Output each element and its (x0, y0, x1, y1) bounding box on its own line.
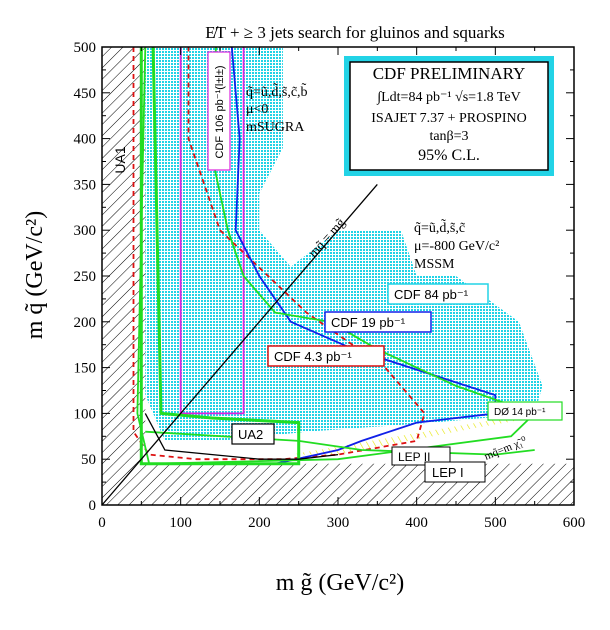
label-msugra-3: mSUGRA (246, 120, 305, 135)
y-tick-label: 200 (74, 315, 97, 331)
label-ua2: UA2 (238, 427, 263, 442)
y-axis-title: m q̃ (GeV/c²) (22, 211, 48, 339)
label-cdf84: CDF 84 pb⁻¹ (394, 287, 469, 302)
y-tick-label: 350 (74, 177, 97, 193)
label-d0-box (487, 401, 563, 421)
y-tick-label: 450 (74, 86, 97, 102)
axes-layer: 0 100 200 300 400 500 600 0 50 100 150 200 250 300 350… (74, 40, 586, 531)
y-tick-label: 250 (74, 269, 97, 285)
x-tick-label: 0 (98, 515, 106, 531)
y-tick-label: 400 (74, 132, 97, 148)
chart-title: E̸T + ≥ 3 jets search for gluinos and sq… (205, 23, 505, 42)
info-box (349, 61, 549, 171)
region-ua1 (102, 47, 146, 505)
label-lep2-box (391, 446, 451, 466)
x-tick-label: 400 (405, 515, 428, 531)
label-d0: DØ 14 pb⁻¹ (494, 407, 546, 418)
label-lep1-box (424, 461, 486, 483)
label-cdf19-box (324, 311, 432, 333)
label-ua1: UA1 (112, 146, 128, 173)
x-tick-label: 200 (248, 515, 271, 531)
series-m-q-m-g (101, 183, 378, 506)
info-box-line-4: 95% C.L. (418, 147, 480, 164)
y-tick-label: 0 (89, 498, 97, 514)
y-tick-label: 150 (74, 361, 97, 377)
label-lep1: LEP I (432, 465, 464, 480)
info-box-line-3: tanβ=3 (429, 129, 468, 144)
x-tick-label: 600 (563, 515, 586, 531)
info-box-title: CDF PRELIMINARY (373, 64, 526, 83)
x-tick-label: 100 (169, 515, 192, 531)
label-mssm-1: q̃=ũ,d̃,s̃,c̃ (414, 219, 465, 236)
y-tick-label: 50 (81, 452, 96, 468)
x-axis-title: m g̃ (GeV/c²) (276, 570, 404, 596)
info-box-line-2: ISAJET 7.37 + PROSPINO (371, 111, 526, 126)
x-tick-label: 500 (484, 515, 507, 531)
label-msugra-2: μ<0 (246, 102, 268, 117)
label-cdf106: CDF 106 pb⁻¹(l±l±) (214, 65, 226, 158)
label-cdf19: CDF 19 pb⁻¹ (331, 315, 406, 330)
label-msugra-1: q̃=ũ,d̃,s̃,c̃,b̃ (246, 83, 308, 100)
label-cdf43-box (267, 345, 385, 367)
label-lep2: LEP II (398, 450, 430, 464)
series-ua2 (139, 46, 301, 466)
x-tick-label: 300 (327, 515, 350, 531)
y-tick-label: 500 (74, 40, 97, 56)
label-mssm-3: MSSM (414, 257, 455, 272)
label-cdf106-box (207, 51, 231, 171)
label-cdf43: CDF 4.3 pb⁻¹ (274, 349, 352, 364)
label-cdf84-box (387, 283, 489, 305)
series-black-boundary (144, 413, 339, 460)
info-box-line-1: ∫Ldt=84 pb⁻¹ √s=1.8 TeV (376, 90, 520, 105)
label-mssm-2: μ=-800 GeV/c² (414, 239, 499, 254)
series-cdf-106-pb-1-l-l- (179, 47, 245, 415)
series-cdf-19-pb-1 (149, 46, 497, 465)
series-cdf-4-3-pb-1 (132, 47, 426, 461)
label-ua2-box (231, 423, 275, 445)
y-tick-label: 100 (74, 406, 97, 422)
region-cdf-84-pb-1 (145, 47, 543, 441)
y-tick-label: 300 (74, 223, 97, 239)
